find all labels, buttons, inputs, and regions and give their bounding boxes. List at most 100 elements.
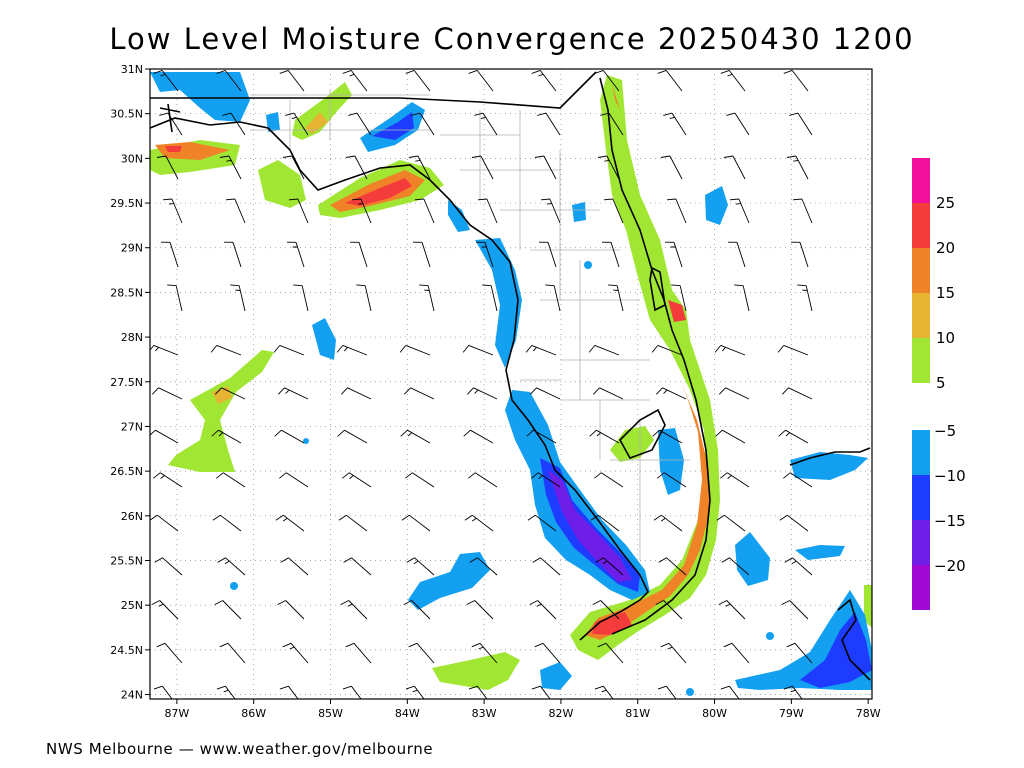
wind-barb [351,198,372,224]
wind-barb [538,241,557,268]
colorbar-label: 5 [936,374,946,392]
divergence-area [548,470,632,582]
wind-barb [162,198,183,224]
wind-barb [792,198,813,224]
divergence-area [800,612,872,688]
wind-barb [216,685,236,699]
wind-barb [211,429,242,444]
color-scale-legend: 25 20 15 10 5 −5 −10 −15 −20 [912,158,966,610]
wind-barb [663,112,687,136]
wind-barb [405,685,425,699]
latitude-tick-label: 25.5N [110,554,143,567]
wind-barb [468,472,498,488]
wind-barb [723,155,746,180]
latitude-tick-label: 29N [121,242,143,255]
wind-barb [545,284,561,312]
colorbar-swatch [912,203,930,248]
wind-barbs [150,69,813,699]
wind-barb [589,429,620,444]
latitude-tick-label: 26.5N [110,465,143,478]
wind-barb [531,685,551,699]
wind-barb [400,429,431,444]
wind-barb [159,112,183,136]
wind-barb [783,472,813,488]
wind-barb [592,387,624,400]
colorbar-label: −5 [934,422,956,440]
latitude-tick-label: 28N [121,331,143,344]
wind-barb [721,557,750,576]
longitude-tick-label: 86W [241,707,266,720]
divergence-area [658,428,684,495]
wind-barb [537,112,561,136]
wind-barb [150,429,179,444]
wind-barb [277,600,305,620]
wind-barb [153,472,183,488]
plot-area [150,69,872,699]
wind-barb [783,685,803,699]
wind-barb [282,155,305,180]
latitude-tick-label: 26N [121,510,143,523]
colorbar-swatch [912,338,930,383]
wind-barb [531,69,557,92]
wind-barb [471,155,494,180]
wind-barb [337,429,368,444]
wind-barb [279,69,305,92]
wind-barb [526,429,557,444]
wind-barb [348,112,372,136]
wind-barb [779,514,809,532]
wind-barb [657,685,677,699]
convergence-area [165,146,182,152]
wind-barb [595,557,624,576]
wind-barb [734,284,750,312]
colorbar-label: −20 [934,557,966,575]
wind-barb [462,344,494,356]
divergence-area [686,688,694,696]
latitude-tick-label: 24.5N [110,644,143,657]
wind-barb [608,284,624,312]
divergence-area [572,202,586,222]
wind-barb [156,155,179,180]
wind-barb [349,241,368,268]
wind-barb [338,514,368,532]
convergence-area [168,350,274,472]
wind-barb [651,344,683,356]
wind-barb [655,600,683,620]
wind-barb [600,112,624,136]
wind-barb [406,557,435,576]
wind-barb [167,284,183,312]
latitude-tick-label: 30N [121,152,143,165]
colorbar-swatch [912,475,930,520]
wind-barb [225,198,246,224]
wind-barb [343,557,372,576]
colorbar-swatch [912,565,930,610]
divergence-area [372,112,414,140]
wind-barb [471,642,498,664]
wind-barb [469,557,498,576]
divergence-area [475,238,522,368]
wind-barb [403,600,431,620]
wind-barb [419,284,435,312]
longitude-tick-label: 78W [856,707,881,720]
colorbar-swatch [912,248,930,293]
wind-barb [230,284,246,312]
wind-barb [660,642,687,664]
wind-barb [412,241,431,268]
divergence-area [584,261,592,269]
wind-barb [214,387,246,400]
wind-barb [153,685,173,699]
longitude-tick-label: 81W [625,707,650,720]
wind-barb [603,198,624,224]
wind-barb [797,284,813,312]
wind-barb [342,69,368,92]
wind-barb [783,69,809,92]
wind-barb [216,472,246,488]
divergence-area [448,200,470,232]
wind-barb [293,284,309,312]
wind-barb [786,155,809,180]
wind-barb [597,155,620,180]
latitude-tick-label: 25N [121,599,143,612]
wind-barb [778,429,809,444]
wind-barb [466,387,498,400]
wind-barb [345,155,368,180]
wind-barb [273,344,305,356]
